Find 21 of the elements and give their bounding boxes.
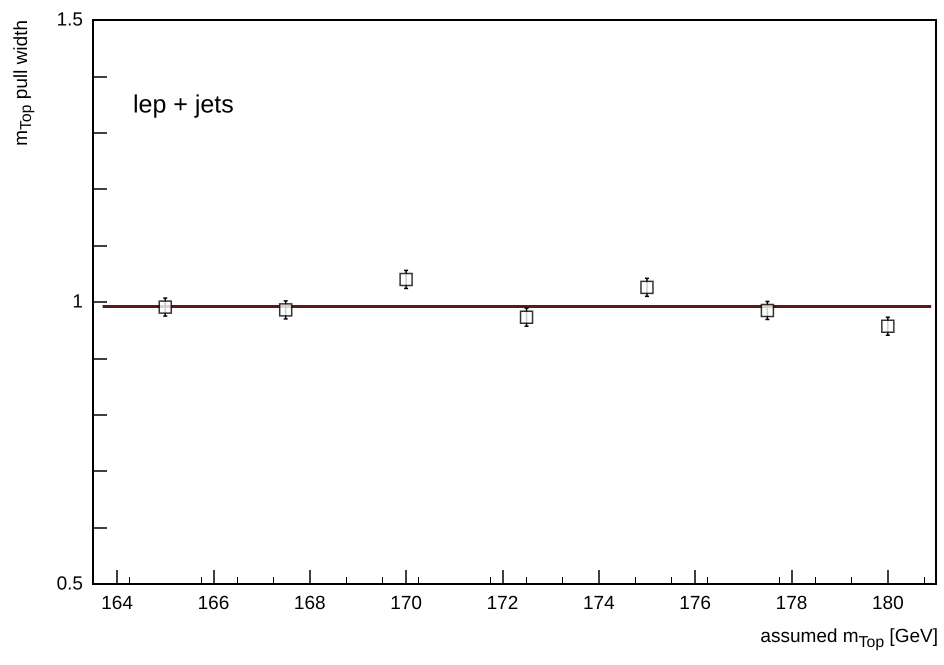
annotation: lep + jets (133, 90, 234, 118)
x-axis-title: assumed m$_{Top}$ [GeV] (760, 626, 938, 651)
x-tick-label: 170 (390, 593, 422, 614)
x-tick-label: 164 (101, 593, 134, 614)
y-tick-label: 1.5 (56, 10, 83, 30)
x-tick-label: 174 (582, 593, 616, 614)
y-tick-label: 1 (72, 292, 83, 312)
point (640, 280, 654, 294)
x-tick-label: 176 (679, 593, 711, 614)
x-tick-label: 178 (776, 593, 808, 614)
point (881, 320, 895, 333)
x-tick-label: 168 (294, 593, 326, 614)
x-tick-label: 180 (872, 593, 904, 614)
point (399, 272, 413, 286)
y-tick-label: 0.5 (56, 574, 83, 594)
point (760, 304, 774, 318)
x-tick-label: 166 (198, 593, 230, 614)
point (278, 303, 292, 317)
x-tick-label: 172 (486, 593, 518, 614)
point (158, 300, 172, 314)
point (520, 310, 534, 324)
